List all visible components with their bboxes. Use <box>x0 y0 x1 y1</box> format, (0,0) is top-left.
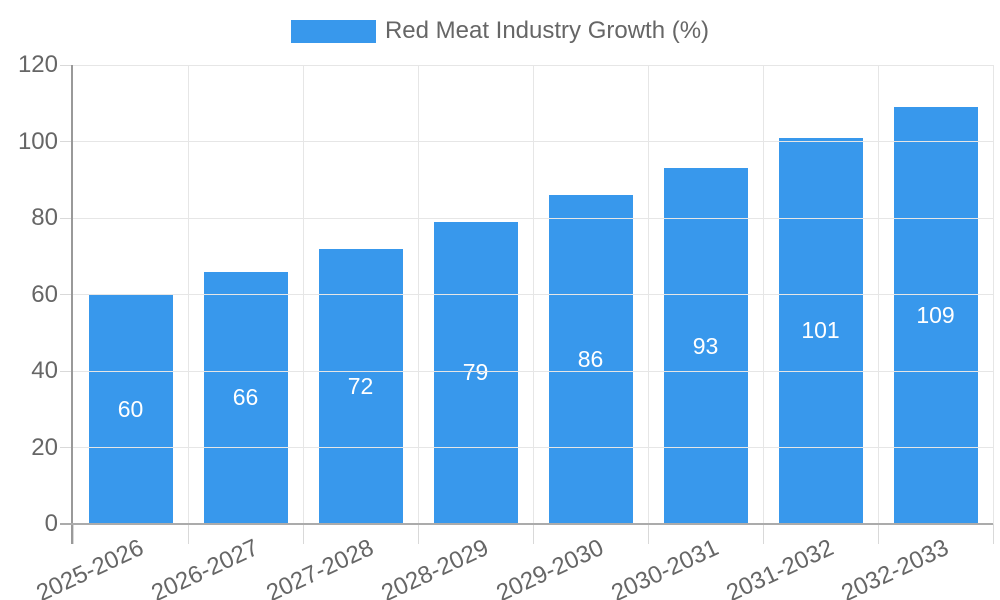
x-tick-mark <box>647 524 649 544</box>
y-tick-mark <box>60 141 73 142</box>
y-tick-mark <box>60 294 73 295</box>
y-tick-mark <box>60 217 73 219</box>
bar-value-label: 72 <box>347 372 374 399</box>
legend-swatch-icon <box>290 19 376 43</box>
x-tick-mark <box>877 524 879 544</box>
y-tick-label: 0 <box>44 510 58 537</box>
x-gridline <box>187 65 189 524</box>
chart-legend: Red Meat Industry Growth (%) <box>0 17 1000 45</box>
x-tick-mark <box>417 524 419 544</box>
x-gridline <box>992 65 994 524</box>
x-gridline <box>647 65 649 524</box>
x-tick-label: 2026-2027 <box>147 534 263 600</box>
bar-value-label: 93 <box>692 332 719 359</box>
x-tick-mark <box>762 524 764 544</box>
bar[interactable]: 66 <box>203 271 288 524</box>
bar-value-label: 66 <box>232 384 259 411</box>
legend-item[interactable]: Red Meat Industry Growth (%) <box>290 17 710 45</box>
bar[interactable]: 109 <box>893 107 978 524</box>
bar-value-label: 60 <box>117 395 144 422</box>
x-gridline <box>302 65 304 524</box>
y-tick-label: 40 <box>31 357 58 384</box>
bar-value-label: 101 <box>801 317 840 344</box>
x-gridline <box>762 65 764 524</box>
x-tick-mark <box>992 524 994 544</box>
y-tick-label: 100 <box>17 127 58 155</box>
x-tick-mark <box>302 524 304 544</box>
y-axis-line <box>71 65 73 544</box>
bar-value-label: 109 <box>916 302 955 329</box>
y-tick-label: 80 <box>31 204 58 231</box>
bar[interactable]: 86 <box>548 195 633 524</box>
y-tick-mark <box>60 370 73 372</box>
y-tick-mark <box>60 64 73 66</box>
bar-value-label: 79 <box>462 359 489 386</box>
x-gridline <box>877 65 879 524</box>
x-tick-label: 2029-2030 <box>492 534 608 600</box>
x-gridline <box>417 65 419 524</box>
y-tick-label: 60 <box>31 280 58 308</box>
bar[interactable]: 93 <box>663 168 748 524</box>
x-tick-label: 2030-2031 <box>607 534 723 600</box>
x-tick-mark <box>72 524 74 544</box>
x-tick-label: 2025-2026 <box>32 534 148 600</box>
bar[interactable]: 101 <box>778 137 863 524</box>
bar[interactable]: 72 <box>318 248 403 524</box>
x-gridline <box>532 65 534 524</box>
bar[interactable]: 60 <box>88 294 173 524</box>
bar[interactable]: 79 <box>433 221 518 524</box>
y-tick-mark <box>60 447 73 448</box>
x-tick-mark <box>187 524 189 544</box>
plot-area: 60 66 72 79 86 93 101 109 <box>73 65 993 524</box>
y-tick-label: 120 <box>17 51 58 78</box>
bar-value-label: 86 <box>577 346 604 373</box>
x-tick-label: 2032-2033 <box>837 534 953 600</box>
x-tick-label: 2027-2028 <box>262 534 378 600</box>
x-tick-label: 2028-2029 <box>377 534 493 600</box>
y-tick-label: 20 <box>31 433 58 461</box>
x-axis-line <box>60 523 993 525</box>
x-tick-label: 2031-2032 <box>722 534 838 600</box>
x-tick-mark <box>532 524 534 544</box>
legend-label: Red Meat Industry Growth (%) <box>384 17 710 44</box>
